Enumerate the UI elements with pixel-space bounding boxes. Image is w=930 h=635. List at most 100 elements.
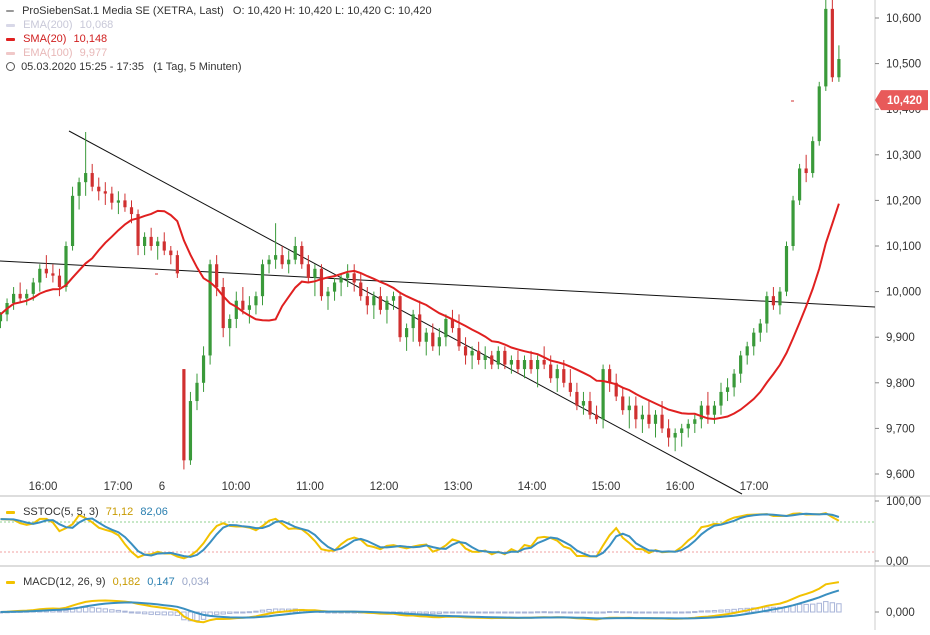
candle-body xyxy=(653,414,658,424)
candle-body xyxy=(372,296,376,306)
candle-body xyxy=(300,246,304,265)
candle-body xyxy=(143,236,147,246)
candle-body xyxy=(483,355,487,360)
legend-period: 05.03.2020 15:25 - 17:35 (1 Tag, 5 Minut… xyxy=(6,61,432,75)
macd-hist-bar xyxy=(685,611,691,614)
candle-body xyxy=(542,360,546,365)
axis-layer: 10,60010,50010,40010,30010,20010,10010,0… xyxy=(29,13,928,619)
collapse-icon[interactable] xyxy=(6,10,14,13)
y-tick-label: 10,300 xyxy=(886,150,921,162)
macd-hist-bar xyxy=(803,603,809,613)
macd-hist-bar xyxy=(253,610,259,613)
stoch-k-line xyxy=(0,512,840,560)
candle-body xyxy=(149,236,153,246)
macd-hist-bar xyxy=(823,601,829,613)
candle-body xyxy=(267,259,271,265)
legend-ema100[interactable]: EMA(100) 9,977 xyxy=(6,47,432,61)
stoch-y-label: 100,00 xyxy=(886,496,921,508)
candle-body xyxy=(195,382,199,402)
candle-body xyxy=(811,141,815,174)
macd-y-label: 0,000 xyxy=(886,607,915,619)
candle-body xyxy=(254,296,258,306)
legend-sma20[interactable]: SMA(20) 10,148 xyxy=(6,33,432,47)
candle-body xyxy=(162,241,166,251)
macd-hist-bar xyxy=(423,611,429,615)
macd-hist-bar xyxy=(534,611,541,614)
macd-hist-bar xyxy=(679,611,685,614)
candle-body xyxy=(156,241,160,246)
last-price-label: 10,420 xyxy=(887,95,922,107)
candle-body xyxy=(215,264,219,288)
legend-title-row: ProSiebenSat.1 Media SE (XETRA, Last) O:… xyxy=(6,5,432,19)
candle-body xyxy=(522,360,527,370)
macd-hist-bar xyxy=(220,611,226,615)
candle-body xyxy=(798,168,802,201)
macd-hist-bar xyxy=(96,607,102,613)
trendline-layer xyxy=(0,130,876,495)
candle-body xyxy=(0,314,3,322)
x-tick-label: 13:00 xyxy=(444,481,473,493)
candle-body xyxy=(634,405,638,420)
candle-body xyxy=(477,350,481,360)
candlestick-layer xyxy=(0,0,841,470)
macd-hist-bar xyxy=(606,611,613,614)
sma20-line xyxy=(0,203,840,421)
stoch-d-line xyxy=(0,512,840,558)
candle-body xyxy=(169,250,173,256)
candle-body xyxy=(332,282,337,292)
y-tick-label: 9,700 xyxy=(886,423,915,435)
candle-body xyxy=(339,277,343,283)
macd-hist-bar xyxy=(469,611,475,614)
ohlc-readout: O: 10,420 H: 10,420 L: 10,420 C: 10,420 xyxy=(232,5,432,17)
candle-body xyxy=(817,86,821,142)
ema100-label: EMA(100) xyxy=(23,47,73,59)
ema200-swatch xyxy=(6,23,15,27)
macd-hist-bar xyxy=(593,611,600,614)
candle-body xyxy=(247,305,251,310)
macd-hist-bar xyxy=(796,603,803,613)
candle-body xyxy=(444,318,448,338)
candle-body xyxy=(182,369,186,461)
macd-hist-bar xyxy=(240,611,246,614)
candle-body xyxy=(778,291,782,306)
macd-hist-bar xyxy=(102,608,108,613)
macd-label: MACD(12, 26, 9) xyxy=(23,576,106,588)
macd-hist-bar xyxy=(836,603,842,613)
candle-body xyxy=(293,246,297,260)
candle-body xyxy=(365,296,369,306)
legend-ema200[interactable]: EMA(200) 10,068 xyxy=(6,19,432,33)
candle-body xyxy=(25,293,29,299)
candle-body xyxy=(725,387,730,392)
ema100-value: 9,977 xyxy=(79,47,108,59)
y-tick-label: 9,600 xyxy=(886,469,915,481)
candle-body xyxy=(77,182,81,196)
candle-body xyxy=(621,396,625,411)
macd-hist-bar xyxy=(187,611,194,622)
candle-body xyxy=(516,360,520,370)
macd-hist-bar xyxy=(672,611,678,614)
candle-body xyxy=(680,428,684,433)
macd-hist-bar xyxy=(711,610,718,613)
macd-hist-bar xyxy=(541,611,547,614)
macd-swatch xyxy=(6,580,15,584)
y-tick-label: 10,200 xyxy=(886,195,921,207)
ema200-label: EMA(200) xyxy=(23,19,73,31)
candle-body xyxy=(758,323,762,333)
macd-signal-value: 0,147 xyxy=(147,576,175,588)
macd-hist-bar xyxy=(456,611,462,614)
trendline-down xyxy=(68,130,743,495)
macd-hist-bar xyxy=(718,609,724,613)
candle-body xyxy=(241,300,245,310)
x-tick-label: 11:00 xyxy=(296,481,324,493)
candle-body xyxy=(640,414,644,420)
ema200-value: 10,068 xyxy=(79,19,114,31)
candle-body xyxy=(490,355,494,365)
macd-hist-bar xyxy=(698,610,705,613)
macd-hist-bar xyxy=(613,611,619,614)
macd-hist-bar xyxy=(829,602,836,613)
candle-body xyxy=(431,332,435,347)
candle-body xyxy=(575,391,579,406)
macd-value: 0,182 xyxy=(112,576,141,588)
